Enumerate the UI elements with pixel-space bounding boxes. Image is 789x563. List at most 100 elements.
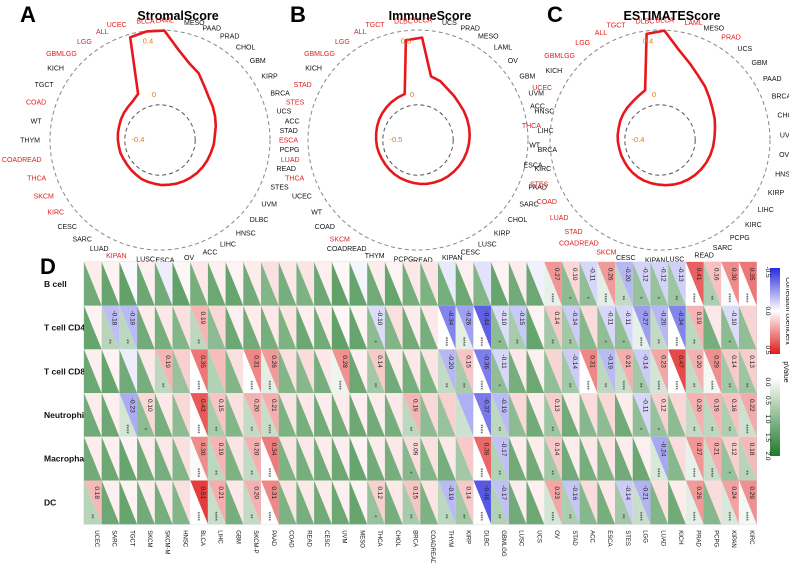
heatmap-cell-corr (137, 480, 155, 525)
heatmap-cell-pvalue (455, 436, 474, 481)
radar-category-label: COADREAD (2, 157, 42, 164)
heatmap-cell-significance: **** (618, 381, 624, 391)
radar-category-label: KIRP (494, 230, 511, 237)
radar-category-label: GBM (519, 73, 535, 80)
heatmap-cell-pvalue (402, 480, 421, 525)
heatmap-cell-pvalue (119, 305, 138, 350)
heatmap-cell-value: 0.19 (217, 443, 224, 456)
heatmap-cell-significance: ** (247, 427, 253, 432)
heatmap-cell-corr (420, 305, 438, 350)
heatmap-column-label: COAD (288, 530, 294, 548)
radar-category-label: UVM (261, 202, 277, 209)
radar-category-label: KICH (545, 68, 562, 75)
heatmap-column-label: SKCM-P (252, 530, 258, 553)
heatmap-cell-significance: * (494, 340, 500, 343)
heatmap-cell-pvalue (685, 393, 704, 437)
radar-category-label: CESC (57, 224, 76, 231)
heatmap-cell-value: 0.09 (412, 443, 419, 456)
heatmap-cell-pvalue (668, 262, 686, 306)
heatmap-cell-corr (579, 305, 598, 350)
heatmap-cell-value: 0.15 (217, 399, 224, 412)
heatmap-cell-pvalue (615, 262, 633, 306)
heatmap-cell-pvalue (243, 436, 261, 481)
heatmap-cell-corr (615, 262, 633, 306)
heatmap-cell-value: 0.34 (270, 443, 277, 456)
heatmap-cell-corr (402, 436, 421, 481)
heatmap-cell-corr (721, 393, 739, 437)
heatmap-cell-pvalue (650, 393, 669, 437)
heatmap-cell-corr (190, 393, 208, 437)
heatmap-cell-corr (579, 480, 598, 525)
heatmap-cell-value: -0.26 (465, 310, 472, 325)
heatmap-cell-value: 0.14 (465, 486, 472, 499)
heatmap-cell-corr (685, 393, 704, 437)
heatmap-cell-corr (491, 305, 509, 350)
radar-category-label: LAML (494, 45, 512, 52)
heatmap-cell-corr (190, 305, 208, 350)
heatmap-cell-significance: ** (742, 470, 748, 475)
radar-category-label: OV (779, 152, 789, 159)
radar-category-label: CHOL (236, 45, 256, 52)
radar-category-label: ALL (595, 30, 608, 37)
heatmap-cell-corr (314, 262, 332, 306)
heatmap-cell-pvalue (296, 262, 315, 306)
heatmap-cell-pvalue (261, 305, 279, 350)
heatmap-cell-pvalue (579, 349, 598, 394)
radar-category-label: COAD (537, 199, 557, 206)
heatmap-cell-significance: * (140, 428, 146, 431)
heatmap-cell-pvalue (579, 480, 598, 525)
heatmap-cell-pvalue (137, 349, 155, 394)
radar-tick-label: 0 (152, 90, 156, 99)
heatmap-cell-corr (597, 305, 615, 350)
heatmap-cell-value: 0.30 (730, 268, 737, 281)
heatmap-cell-corr (668, 349, 686, 394)
heatmap-cell-significance: ** (654, 339, 660, 344)
heatmap-cell-value: -0.20 (624, 267, 631, 282)
heatmap-cell-corr (455, 349, 474, 394)
heatmap-cell-corr (455, 436, 474, 481)
heatmap-cell-pvalue (84, 480, 102, 525)
panel-letter: B (290, 2, 306, 27)
heatmap-cell-value: -0.14 (642, 354, 649, 369)
heatmap-cell-significance: **** (264, 424, 270, 434)
heatmap-cell-corr (632, 349, 651, 394)
heatmap-cell-pvalue (561, 436, 580, 481)
radar-category-label: LGG (77, 39, 92, 46)
heatmap-cell-pvalue (402, 436, 421, 481)
heatmap-cell-pvalue (225, 305, 244, 350)
heatmap-cell-significance: ** (689, 339, 695, 344)
heatmap-cell-pvalue (278, 480, 297, 525)
heatmap-cell-pvalue (526, 305, 545, 350)
heatmap-cell-pvalue (331, 480, 350, 525)
heatmap-cell-corr (331, 393, 350, 437)
heatmap-cell-corr (314, 393, 332, 437)
radar-series-line (116, 29, 218, 187)
heatmap-cell-pvalue (526, 262, 545, 306)
heatmap-cell-pvalue (101, 262, 120, 306)
heatmap-column-label: KIRP (465, 530, 471, 544)
heatmap-cell-significance: ** (548, 470, 554, 475)
heatmap-cell-corr (261, 305, 279, 350)
radar-category-label: BRCA (772, 94, 789, 101)
heatmap-cell-pvalue (137, 480, 155, 525)
heatmap-cell-corr (491, 262, 509, 306)
heatmap-cell-corr (296, 305, 315, 350)
heatmap-cell-pvalue (685, 480, 704, 525)
radar-category-label: SARC (72, 236, 91, 243)
heatmap-row-label: T cell CD8 (44, 366, 85, 376)
heatmap-cell-corr (278, 436, 297, 481)
heatmap-cell-corr (544, 305, 562, 350)
heatmap-cell-pvalue (225, 480, 244, 525)
heatmap-cell-corr (597, 393, 615, 437)
radar-tick-label: -0.5 (390, 135, 403, 144)
inner-circle (124, 104, 196, 176)
radar-category-label: ESCA (155, 257, 174, 264)
heatmap-cell-pvalue (650, 480, 669, 525)
radar-category-label: LIHC (538, 128, 554, 135)
heatmap-column-label: SKCM-M (164, 530, 170, 554)
radar-category-label: BLCA (136, 18, 155, 25)
heatmap-cell-value: 0.23 (553, 486, 560, 499)
heatmap-column-label: LUAD (659, 530, 665, 547)
